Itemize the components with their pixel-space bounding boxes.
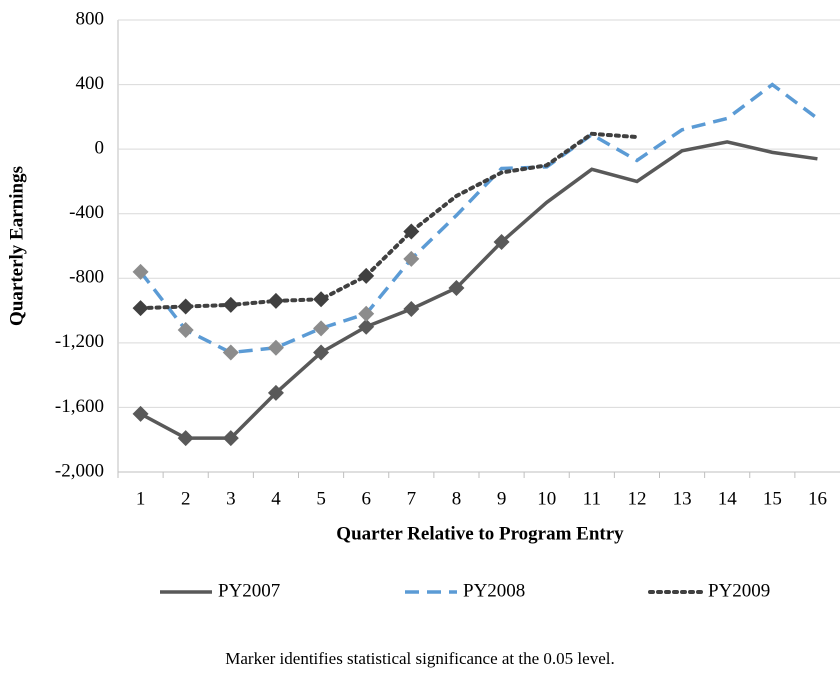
marker [493,233,510,250]
footnote: Marker identifies statistical significan… [225,649,614,668]
x-tick-label: 1 [136,488,146,509]
marker [448,279,465,296]
x-tick-label: 3 [226,488,236,509]
legend-label: PY2007 [218,580,280,601]
marker [403,223,420,240]
y-tick-label: -1,200 [55,331,104,352]
y-tick-label: 800 [76,8,105,29]
x-tick-label: 12 [627,488,646,509]
marker [222,344,239,361]
x-tick-label: 11 [583,488,601,509]
legend-label: PY2008 [463,580,525,601]
y-tick-label: 0 [95,138,105,159]
x-tick-label: 8 [452,488,462,509]
x-tick-label: 2 [181,488,191,509]
x-tick-label: 15 [763,488,782,509]
marker [267,339,284,356]
y-tick-label: -400 [69,202,104,223]
y-axis-title: Quarterly Earnings [6,166,27,326]
marker [358,305,375,322]
marker [358,318,375,335]
series-line [139,82,819,355]
marker [222,296,239,313]
marker [313,320,330,337]
y-tick-label: -1,600 [55,396,104,417]
marker [358,267,375,284]
x-tick-label: 10 [537,488,556,509]
x-tick-label: 16 [808,488,827,509]
series-line [139,140,818,440]
marker [403,250,420,267]
x-tick-label: 6 [361,488,371,509]
x-tick-label: 5 [316,488,326,509]
marker [313,291,330,308]
marker [132,300,149,317]
marker [403,300,420,317]
y-tick-label: -800 [69,267,104,288]
marker [132,263,149,280]
marker [177,430,194,447]
marker [267,292,284,309]
x-tick-label: 9 [497,488,507,509]
x-tick-label: 14 [718,488,738,509]
series-line [138,131,639,311]
x-tick-label: 13 [673,488,692,509]
marker [177,321,194,338]
marker [267,384,284,401]
x-axis-title: Quarter Relative to Program Entry [336,523,624,544]
marker [177,298,194,315]
y-tick-label: -2,000 [55,460,104,481]
y-tick-label: 400 [76,73,105,94]
legend-label: PY2009 [708,580,770,601]
x-tick-label: 7 [407,488,417,509]
marker [313,344,330,361]
x-tick-label: 4 [271,488,281,509]
marker [222,430,239,447]
marker [132,405,149,422]
